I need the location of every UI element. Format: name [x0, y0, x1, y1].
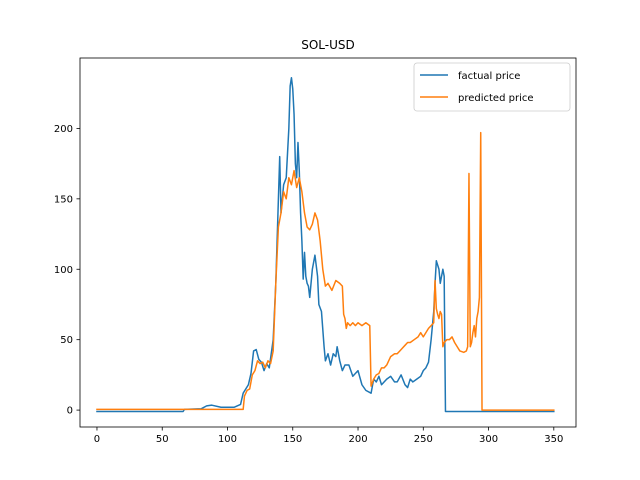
y-tick-label: 100	[54, 265, 73, 276]
x-tick-label: 300	[479, 434, 498, 445]
x-axis: 0 50 100 150 200 250 300 350	[94, 427, 563, 445]
y-tick-label: 150	[54, 194, 73, 205]
legend-label-predicted-price: predicted price	[458, 93, 534, 104]
x-tick-label: 100	[218, 434, 237, 445]
x-tick-label: 250	[414, 434, 433, 445]
legend: factual price predicted price	[413, 62, 571, 112]
plot-area	[79, 57, 577, 428]
x-tick-label: 350	[544, 434, 563, 445]
axes-frame	[79, 57, 577, 428]
y-tick-label: 0	[67, 406, 73, 417]
y-axis: 0 50 100 150 200	[54, 124, 80, 417]
y-tick-label: 200	[54, 124, 73, 135]
series-line-factual-price	[96, 76, 555, 413]
x-tick-label: 0	[94, 434, 100, 445]
x-tick-label: 200	[348, 434, 367, 445]
legend-box	[413, 62, 571, 112]
y-tick-label: 50	[60, 335, 73, 346]
series-line-predicted-price	[96, 131, 555, 411]
x-tick-label: 150	[283, 434, 302, 445]
x-tick-label: 50	[156, 434, 169, 445]
legend-label-factual-price: factual price	[458, 71, 520, 82]
chart-title: SOL-USD	[301, 38, 355, 52]
